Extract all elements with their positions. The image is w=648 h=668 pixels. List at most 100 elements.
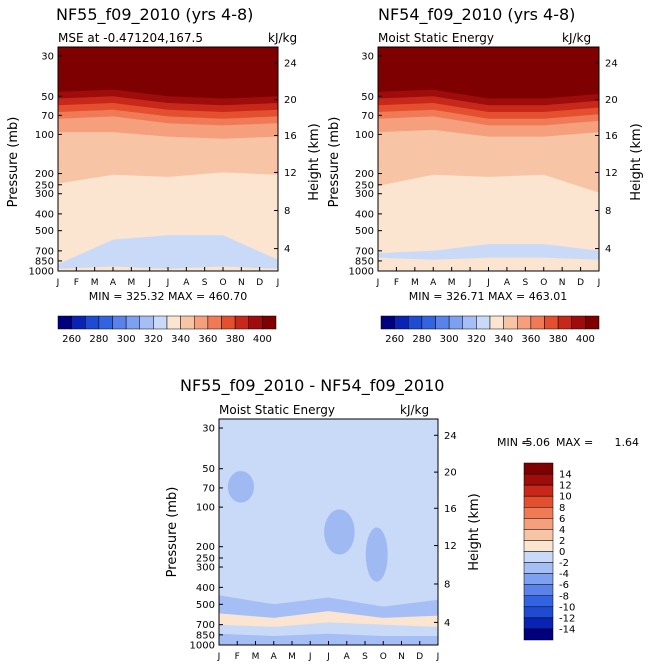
x-tick-label: A — [430, 278, 437, 288]
colorbar-swatch — [523, 595, 554, 608]
y-right-tick-label: 12 — [284, 168, 297, 179]
y-right-tick-label: 16 — [284, 131, 297, 142]
y-tick-label: 300 — [355, 189, 374, 200]
colorbar-swatch — [523, 484, 554, 497]
y-right-tick-label: 16 — [605, 131, 618, 142]
min-value: -5.06 — [522, 436, 550, 449]
colorbar-label: 260 — [62, 334, 81, 345]
colorbar-swatch — [98, 315, 113, 330]
x-tick-label: J — [56, 278, 60, 288]
colorbar-label: 260 — [385, 334, 404, 345]
colorbar-label: 280 — [412, 334, 431, 345]
colorbar-label: 320 — [144, 334, 163, 345]
y-tick-label: 200 — [355, 169, 374, 180]
colorbar-swatch — [180, 315, 195, 330]
y-tick-label: 700 — [35, 246, 54, 257]
colorbar-swatch — [489, 315, 504, 330]
axis-ticks: J F M A M J J A S O N D J305070100200250300400500700… — [29, 51, 297, 288]
x-tick-label: J — [166, 278, 170, 288]
x-tick-label: M — [448, 278, 456, 288]
panel-subtitle: Moist Static Energy — [219, 403, 335, 417]
x-tick-label: M — [252, 652, 260, 662]
x-tick-label: D — [256, 278, 263, 288]
colorbar-label: -2 — [559, 558, 569, 569]
y-tick-label: 850 — [355, 256, 374, 267]
colorbar-swatch — [139, 315, 154, 330]
y-tick-label: 100 — [196, 503, 215, 514]
colorbar-swatch — [523, 495, 554, 508]
y-tick-label: 1000 — [349, 267, 374, 278]
colorbar-swatch — [435, 315, 450, 330]
colorbar-swatch — [523, 584, 554, 596]
colorbar-label: -12 — [559, 613, 575, 624]
y-right-tick-label: 4 — [444, 618, 450, 629]
x-tick-label: O — [219, 278, 226, 288]
y-right-tick-label: 20 — [284, 95, 297, 106]
colorbar-swatch — [585, 315, 600, 330]
y-tick-label: 400 — [355, 209, 374, 220]
max-value: 1.64 — [615, 436, 640, 449]
y-right-tick-label: 8 — [444, 579, 450, 590]
y-tick-label: 100 — [35, 130, 54, 141]
y-right-tick-label: 24 — [605, 59, 618, 70]
colorbar-swatch — [523, 606, 554, 619]
y-tick-label: 300 — [35, 189, 54, 200]
panel-subtitle: Moist Static Energy — [378, 31, 494, 45]
panel-subtitle: MSE at -0.471204,167.5 — [58, 31, 203, 45]
x-tick-label: S — [202, 278, 208, 288]
contour-band — [58, 235, 278, 271]
colorbar-swatch — [523, 540, 554, 552]
y-right-tick-label: 8 — [605, 206, 611, 217]
colorbar-label: 320 — [467, 334, 486, 345]
y-tick-label: 700 — [355, 246, 374, 257]
colorbar-swatch — [503, 315, 518, 330]
y-right-tick-label: 4 — [284, 244, 290, 255]
y-axis-right-label: Height (km) — [307, 123, 322, 200]
axis-ticks: J F M A M J J A S O N D J305070100200250300400500700… — [190, 424, 457, 662]
y-right-tick-label: 24 — [284, 59, 297, 70]
x-tick-label: J — [486, 278, 490, 288]
min-max-label: MIN = 325.32 MAX = 460.70 — [89, 290, 247, 303]
y-tick-label: 50 — [361, 92, 374, 103]
colorbar-swatch — [394, 315, 409, 330]
x-tick-label: N — [398, 652, 405, 662]
colorbar-label: 400 — [576, 334, 595, 345]
colorbar-label: 380 — [226, 334, 245, 345]
colorbar-label: 400 — [253, 334, 272, 345]
colorbar-swatch — [462, 315, 477, 330]
panel-nf54: NF54_f09_2010 (yrs 4-8) Moist Static Ene… — [327, 5, 644, 345]
y-right-tick-label: 16 — [444, 504, 457, 515]
colorbar-label: 8 — [559, 503, 565, 514]
colorbar-swatch — [523, 617, 554, 630]
y-tick-label: 400 — [35, 209, 54, 220]
contour-band — [227, 471, 254, 503]
units-label: kJ/kg — [562, 31, 591, 45]
y-tick-label: 700 — [196, 620, 215, 631]
colorbar-label: 6 — [559, 514, 565, 525]
colorbar-swatch — [408, 315, 423, 330]
x-tick-label: O — [540, 278, 547, 288]
colorbar-swatch — [421, 315, 436, 330]
x-tick-label: D — [416, 652, 423, 662]
colorbar-swatch — [476, 315, 491, 330]
y-tick-label: 70 — [361, 111, 374, 122]
x-tick-label: J — [376, 278, 380, 288]
colorbar-label: 0 — [559, 547, 565, 558]
colorbar-label: -14 — [559, 624, 575, 635]
y-tick-label: 200 — [35, 169, 54, 180]
x-tick-label: S — [522, 278, 528, 288]
x-tick-label: A — [110, 278, 117, 288]
y-right-tick-label: 20 — [444, 468, 457, 479]
y-tick-label: 250 — [196, 553, 215, 564]
contour-field — [219, 419, 438, 645]
colorbar-swatch — [207, 315, 222, 330]
colorbar-label: 360 — [198, 334, 217, 345]
colorbar: 260 280 300 320 340 360 380 400 — [380, 315, 600, 345]
colorbar-label: -4 — [559, 569, 569, 580]
colorbar-label: 340 — [171, 334, 190, 345]
colorbar-swatch — [523, 529, 554, 541]
colorbar-label: 4 — [559, 525, 565, 536]
y-axis-label: Pressure (mb) — [6, 117, 21, 208]
contour-field — [58, 47, 278, 272]
